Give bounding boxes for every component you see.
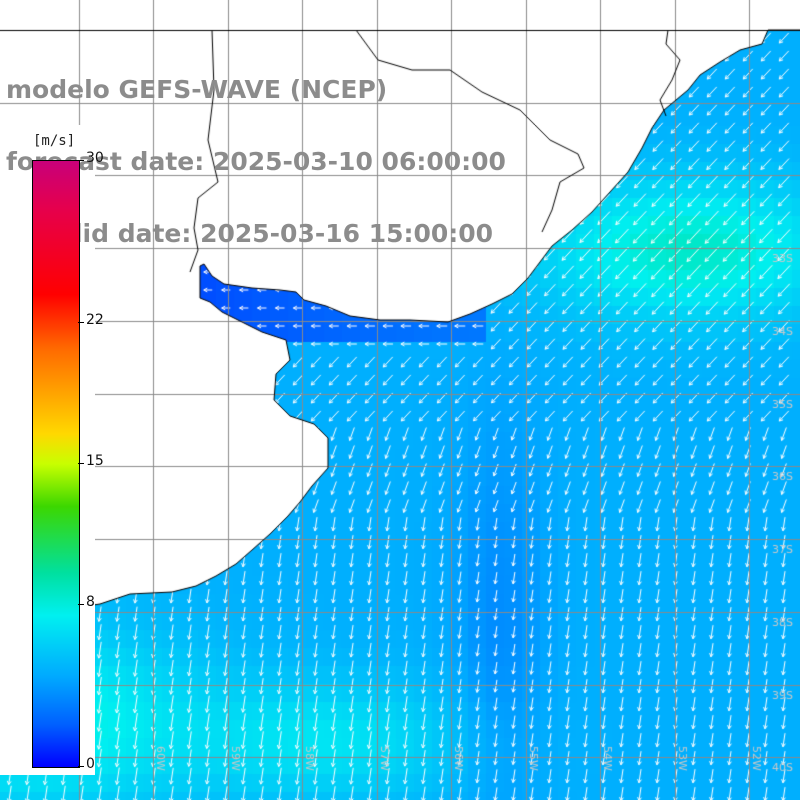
model-title: modelo GEFS-WAVE (NCEP): [6, 75, 388, 104]
colorbar-tick-label: 15: [86, 453, 104, 469]
colorbar-tick-label: 8: [86, 594, 95, 611]
colorbar: [32, 160, 80, 768]
colorbar-tick-mark: [78, 321, 84, 323]
colorbar-tick-label: 30: [86, 150, 104, 166]
colorbar-unit: [m/s]: [33, 133, 76, 149]
colorbar-tick-label: 22: [86, 311, 104, 328]
colorbar-tick-mark: [78, 463, 84, 464]
forecast-date: forecast date: 2025-03-10 06:00:00: [6, 147, 506, 176]
colorbar-tick-mark: [78, 160, 84, 161]
valid-date: valid date: 2025-03-16 15:00:00: [6, 219, 494, 248]
colorbar-tick-mark: [78, 604, 84, 606]
colorbar-tick-label: 0: [86, 756, 95, 772]
map-header: modelo GEFS-WAVE (NCEP) forecast date: 2…: [6, 30, 506, 270]
colorbar-tick-mark: [78, 766, 84, 767]
